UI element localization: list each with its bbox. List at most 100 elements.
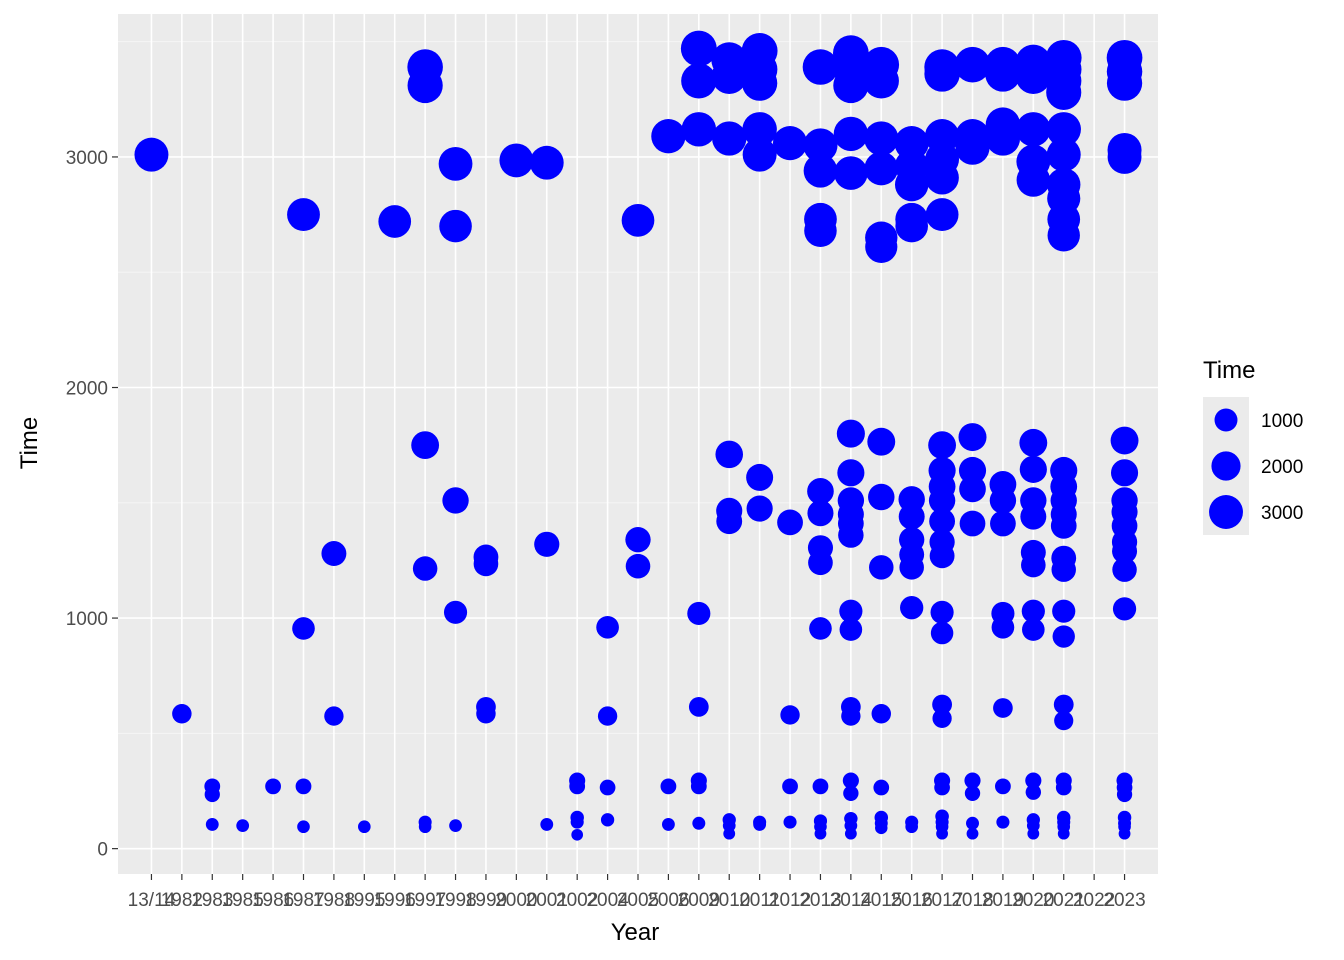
data-point — [1106, 65, 1143, 101]
x-tick-label: 1997 — [404, 890, 446, 911]
data-point — [205, 818, 219, 831]
data-point — [660, 778, 677, 795]
x-tick-label: 1998 — [434, 890, 476, 911]
x-tick-label: 1986 — [252, 890, 294, 911]
data-point — [929, 543, 955, 569]
data-point — [599, 779, 616, 796]
data-point — [1027, 827, 1040, 840]
data-point — [625, 527, 651, 553]
data-point — [473, 551, 499, 577]
data-point — [869, 555, 894, 580]
data-point — [863, 63, 899, 99]
data-point — [804, 214, 837, 247]
data-point — [871, 704, 891, 724]
x-tick-label: 2016 — [891, 890, 933, 911]
data-point — [900, 596, 924, 620]
data-point — [716, 508, 743, 535]
data-point — [777, 509, 803, 536]
data-point — [625, 553, 651, 579]
data-point — [742, 137, 777, 172]
data-point — [569, 778, 586, 795]
data-point — [570, 815, 584, 829]
data-point — [407, 67, 443, 104]
data-point — [868, 483, 895, 511]
legend-entry-label: 2000 — [1261, 457, 1303, 478]
data-point — [358, 820, 371, 834]
data-point — [955, 130, 990, 165]
x-tick-label: 1985 — [222, 890, 264, 911]
data-point — [1055, 779, 1072, 796]
data-point — [418, 820, 432, 834]
data-points — [134, 30, 1143, 841]
data-point — [688, 696, 709, 717]
data-point — [443, 600, 468, 624]
data-point — [134, 137, 169, 172]
data-point — [803, 128, 838, 163]
legend-entry-label: 1000 — [1261, 411, 1303, 432]
data-point — [936, 827, 949, 840]
data-point — [842, 772, 859, 789]
x-tick-label: 2002 — [556, 890, 598, 911]
data-point — [1021, 599, 1045, 623]
data-point — [621, 204, 655, 237]
y-tick-label: 0 — [97, 840, 108, 861]
data-point — [1046, 137, 1081, 172]
x-tick-label: 2005 — [617, 890, 659, 911]
data-point — [687, 601, 711, 626]
data-point — [1025, 772, 1042, 789]
data-point — [928, 431, 956, 460]
data-point — [839, 618, 863, 641]
x-tick-label: 2015 — [860, 890, 902, 911]
data-point — [681, 112, 717, 147]
data-point — [295, 778, 312, 795]
legend-key-point — [1209, 495, 1243, 529]
legend: Time 1000 2000 3000 — [1203, 357, 1303, 535]
data-point — [1016, 163, 1051, 197]
data-point — [932, 708, 952, 728]
data-point — [438, 146, 473, 181]
x-axis: 13/1419821983198519861987198819951996199… — [128, 874, 1146, 911]
data-point — [809, 617, 832, 640]
data-point — [802, 49, 839, 85]
legend-entry-label: 3000 — [1261, 503, 1303, 524]
data-point — [412, 556, 438, 581]
data-point — [964, 785, 981, 801]
y-tick-label: 1000 — [66, 609, 108, 630]
x-tick-label: 2013 — [799, 890, 841, 911]
data-point — [772, 126, 808, 161]
data-point — [1118, 827, 1131, 840]
data-point — [476, 704, 496, 724]
data-point — [723, 827, 736, 840]
x-tick-label: 2009 — [678, 890, 720, 911]
x-tick-label: 1987 — [282, 890, 324, 911]
data-point — [661, 818, 675, 831]
data-point — [1016, 112, 1051, 147]
data-point — [439, 209, 472, 243]
data-point — [803, 153, 838, 188]
data-point — [1112, 597, 1137, 621]
data-point — [782, 778, 798, 795]
data-point — [930, 600, 954, 624]
data-point — [1019, 455, 1047, 483]
data-point — [712, 121, 747, 156]
data-point — [449, 819, 462, 832]
x-tick-label: 2006 — [647, 890, 689, 911]
data-point — [807, 477, 834, 505]
data-point — [954, 46, 991, 83]
legend-key-point — [1214, 408, 1238, 432]
x-tick-label: 1988 — [313, 890, 355, 911]
data-point — [959, 510, 986, 537]
data-point — [833, 67, 869, 104]
data-point — [989, 487, 1017, 514]
data-point — [297, 820, 310, 834]
data-point — [838, 522, 864, 548]
data-point — [993, 698, 1013, 718]
data-point — [378, 205, 412, 238]
data-point — [287, 198, 320, 231]
data-point — [1019, 428, 1048, 457]
data-point — [1116, 786, 1133, 803]
data-point — [499, 143, 534, 178]
data-point — [1110, 459, 1139, 487]
data-point — [742, 65, 778, 101]
data-point — [1052, 599, 1076, 623]
